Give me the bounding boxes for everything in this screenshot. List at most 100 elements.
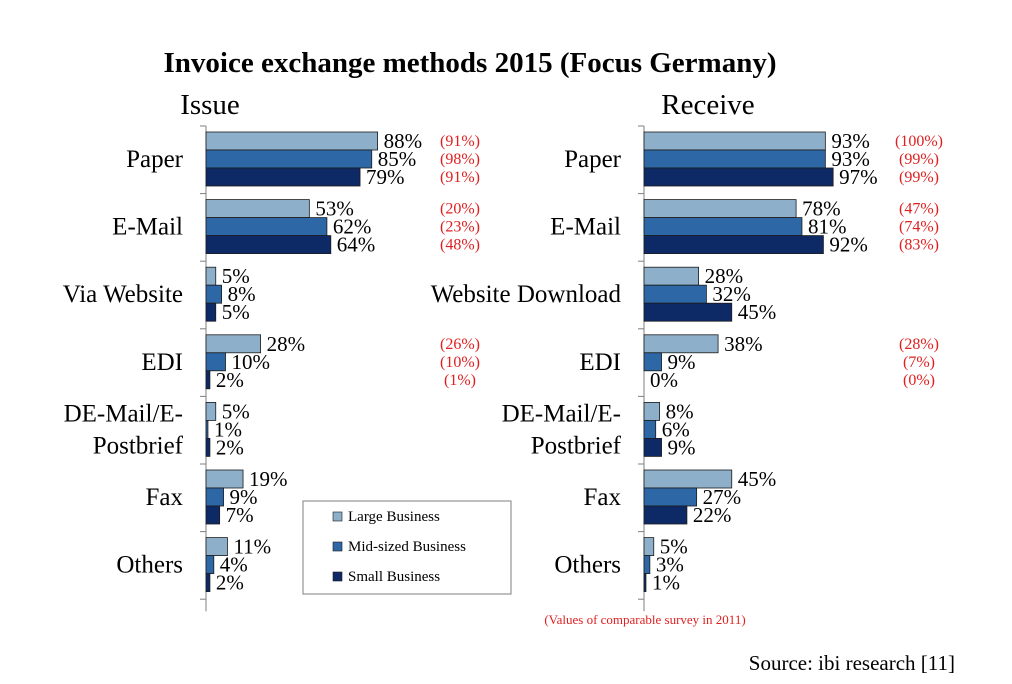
data-label: 28%	[705, 264, 744, 288]
chart-title: Invoice exchange methods 2015 (Focus Ger…	[164, 47, 777, 79]
bar	[205, 235, 332, 255]
bar	[205, 199, 310, 219]
previous-value-label: (28%)	[899, 336, 939, 353]
bar	[205, 469, 244, 489]
legend-label: Mid-sized Business	[348, 539, 466, 555]
data-label: 45%	[738, 300, 777, 324]
legend: Large Business Mid-sized Business Small Bu…	[302, 500, 512, 595]
previous-value-label: (47%)	[899, 201, 939, 218]
bar	[643, 266, 699, 286]
bar	[205, 352, 226, 372]
data-label: 28%	[267, 332, 306, 356]
data-label: 2%	[216, 435, 244, 459]
data-label: 1%	[214, 417, 242, 441]
data-label: 64%	[337, 233, 376, 257]
bar	[643, 149, 826, 169]
data-label: 1%	[652, 571, 680, 595]
legend-label: Small Business	[348, 569, 440, 585]
bar	[205, 167, 361, 187]
bar	[643, 537, 655, 556]
data-label: 3%	[656, 553, 684, 577]
bar	[205, 302, 217, 322]
data-label: 19%	[249, 467, 287, 491]
data-label: 6%	[662, 417, 690, 441]
category-label: Paper	[564, 146, 622, 173]
bar	[205, 217, 328, 237]
category-label: Fax	[584, 484, 622, 511]
bar	[205, 487, 224, 507]
bar	[205, 419, 209, 439]
legend-label: Large Business	[348, 509, 440, 525]
previous-value-label: (1%)	[444, 372, 476, 389]
chart-panels: Issue Paper 88%85%79% (91%)(98%)(91%) E-Mail…	[63, 89, 943, 612]
panel-issue: Issue Paper 88%85%79% (91%)(98%)(91%) E-Mail…	[63, 89, 480, 612]
bar	[643, 487, 698, 507]
data-label: 92%	[829, 233, 868, 257]
bar	[643, 352, 662, 372]
category-label: EDI	[141, 349, 183, 376]
category-label: DE-Mail/E-Postbrief	[64, 400, 184, 459]
bar	[643, 217, 803, 237]
bar	[205, 573, 211, 592]
category-label: Others	[554, 552, 621, 579]
bar	[205, 555, 215, 574]
data-label: 97%	[839, 165, 878, 189]
data-label: 11%	[233, 535, 271, 559]
bar	[643, 437, 662, 457]
data-label: 9%	[230, 485, 258, 509]
data-label: 85%	[378, 147, 417, 171]
category-label: DE-Mail/E-Postbrief	[502, 400, 622, 459]
previous-value-label: (48%)	[440, 237, 480, 254]
data-label: 7%	[226, 503, 254, 527]
data-label: 78%	[802, 197, 841, 221]
bar	[643, 419, 657, 439]
data-label: 93%	[831, 129, 870, 153]
bar	[205, 284, 223, 304]
previous-value-label: (10%)	[440, 354, 480, 371]
category-label: Fax	[146, 484, 184, 511]
bar	[205, 149, 373, 169]
data-label: 2%	[216, 368, 244, 392]
data-label: 5%	[222, 264, 250, 288]
data-label: 9%	[668, 350, 696, 374]
bar	[205, 401, 217, 421]
data-label: 81%	[808, 215, 847, 239]
data-label: 8%	[228, 282, 256, 306]
panel-title: Issue	[180, 89, 240, 121]
bar	[205, 334, 261, 354]
data-label: 0%	[650, 368, 678, 392]
previous-value-label: (23%)	[440, 219, 480, 236]
previous-value-label: (91%)	[440, 169, 480, 186]
source-note: Source: ibi research [11]	[749, 651, 955, 675]
category-label: Via Website	[63, 281, 183, 308]
bar	[643, 235, 824, 255]
previous-value-label: (99%)	[899, 169, 939, 186]
footnote: (Values of comparable survey in 2011)	[544, 612, 745, 627]
previous-value-label: (74%)	[899, 219, 939, 236]
bar	[643, 334, 719, 354]
category-label: Website Download	[431, 281, 622, 308]
bar	[205, 370, 211, 390]
legend-swatch	[332, 571, 343, 582]
bar	[643, 167, 834, 187]
data-label: 32%	[712, 282, 751, 306]
data-label: 4%	[220, 553, 248, 577]
bar	[643, 131, 826, 151]
previous-value-label: (26%)	[440, 336, 480, 353]
data-label: 5%	[222, 300, 250, 324]
data-label: 9%	[668, 435, 696, 459]
bar	[205, 537, 228, 556]
bar	[643, 573, 647, 592]
previous-value-label: (83%)	[899, 237, 939, 254]
category-label: E-Mail	[112, 214, 183, 241]
data-label: 62%	[333, 215, 372, 239]
previous-value-label: (0%)	[903, 372, 935, 389]
previous-value-label: (99%)	[899, 151, 939, 168]
previous-value-label: (91%)	[440, 133, 480, 150]
category-label: E-Mail	[550, 214, 621, 241]
data-label: 22%	[693, 503, 732, 527]
data-label: 93%	[831, 147, 870, 171]
bar	[643, 555, 651, 574]
data-label: 27%	[703, 485, 742, 509]
